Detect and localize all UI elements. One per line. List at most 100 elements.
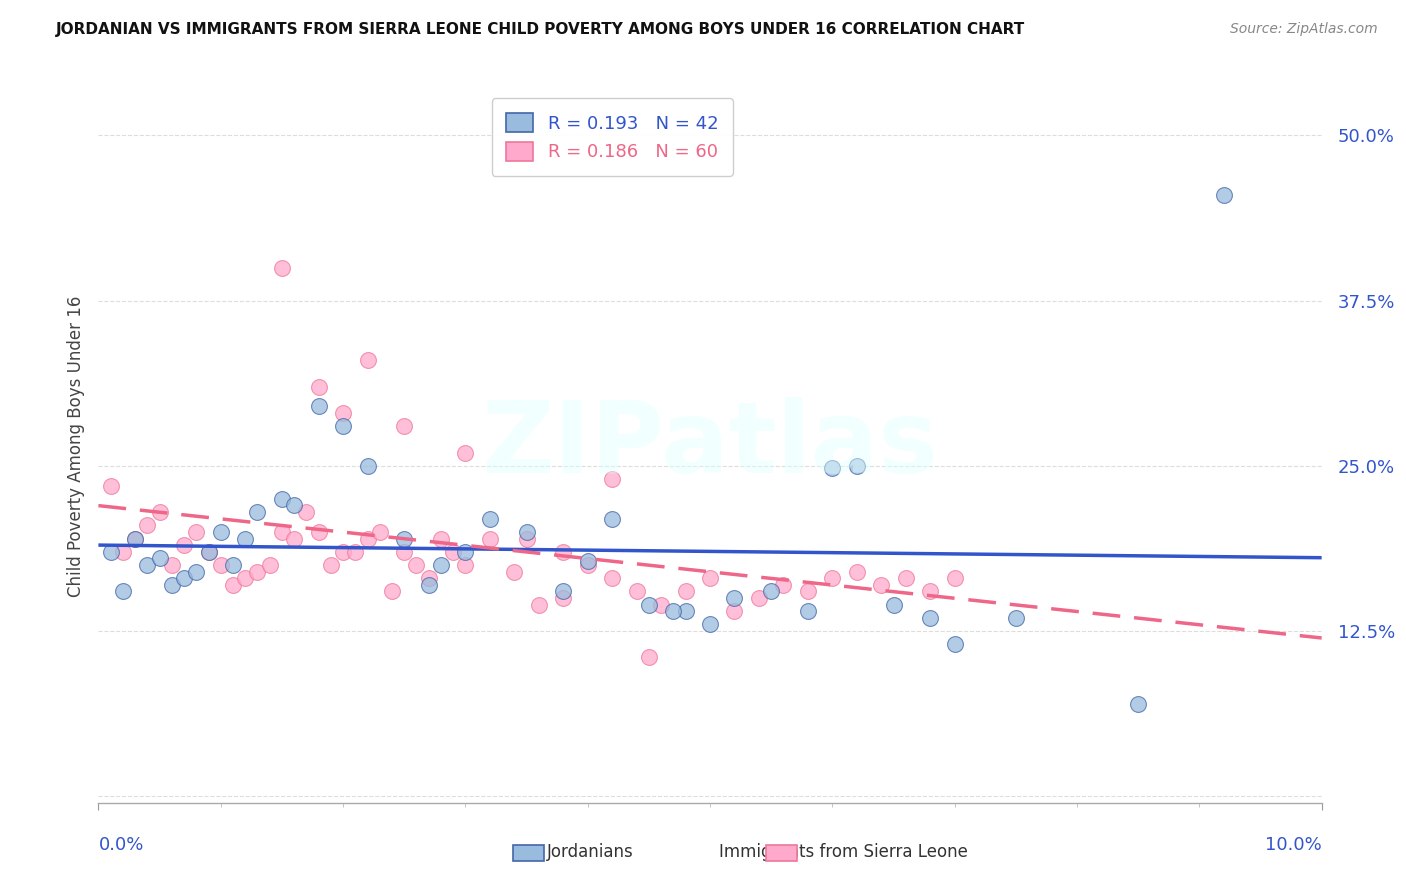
Point: [308, 524, 330, 539]
Point: [576, 558, 599, 572]
Point: [797, 604, 820, 618]
Point: [295, 505, 318, 519]
Point: [748, 591, 770, 605]
Point: [1212, 188, 1234, 202]
Point: [1128, 697, 1150, 711]
Point: [124, 532, 146, 546]
Point: [124, 532, 146, 546]
Point: [600, 511, 623, 525]
Point: [920, 611, 942, 625]
Point: [270, 260, 292, 275]
Point: [759, 584, 782, 599]
Point: [883, 598, 905, 612]
Point: [600, 571, 623, 585]
Point: [308, 400, 330, 414]
Point: [430, 532, 453, 546]
Point: [553, 591, 575, 605]
Point: [626, 584, 648, 599]
Point: [246, 565, 269, 579]
Point: [270, 524, 292, 539]
Text: Source: ZipAtlas.com: Source: ZipAtlas.com: [1230, 22, 1378, 37]
Point: [418, 571, 440, 585]
Point: [553, 584, 575, 599]
Point: [381, 584, 404, 599]
Point: [699, 571, 721, 585]
Point: [160, 578, 183, 592]
Point: [233, 571, 256, 585]
Point: [441, 545, 464, 559]
Point: [576, 554, 599, 568]
Point: [650, 598, 672, 612]
Point: [1004, 611, 1026, 625]
Text: ZIPatlas: ZIPatlas: [482, 398, 938, 494]
Point: [503, 565, 526, 579]
Point: [111, 545, 134, 559]
Y-axis label: Child Poverty Among Boys Under 16: Child Poverty Among Boys Under 16: [66, 295, 84, 597]
Point: [283, 499, 305, 513]
Point: [430, 558, 453, 572]
Point: [136, 518, 159, 533]
Point: [943, 571, 966, 585]
Point: [356, 353, 378, 368]
Point: [197, 545, 219, 559]
Point: [332, 545, 354, 559]
Point: [454, 545, 477, 559]
Point: [368, 524, 391, 539]
Point: [356, 532, 378, 546]
Point: [270, 491, 292, 506]
Text: JORDANIAN VS IMMIGRANTS FROM SIERRA LEONE CHILD POVERTY AMONG BOYS UNDER 16 CORR: JORDANIAN VS IMMIGRANTS FROM SIERRA LEON…: [56, 22, 1025, 37]
Text: 0.0%: 0.0%: [98, 836, 143, 854]
Point: [332, 406, 354, 420]
Point: [675, 604, 697, 618]
Point: [662, 604, 685, 618]
Point: [332, 419, 354, 434]
Point: [797, 584, 820, 599]
Point: [637, 598, 661, 612]
Point: [943, 637, 966, 651]
Point: [845, 458, 868, 473]
Point: [637, 650, 661, 665]
Point: [600, 472, 623, 486]
Point: [454, 558, 477, 572]
Point: [209, 558, 232, 572]
Point: [454, 445, 477, 459]
Text: Jordanians: Jordanians: [547, 843, 634, 861]
Point: [259, 558, 281, 572]
Point: [821, 461, 844, 475]
Point: [100, 545, 122, 559]
Point: [100, 478, 122, 492]
Point: [553, 545, 575, 559]
Point: [283, 532, 305, 546]
Point: [356, 458, 378, 473]
Legend: R = 0.193   N = 42, R = 0.186   N = 60: R = 0.193 N = 42, R = 0.186 N = 60: [492, 98, 733, 176]
Point: [675, 584, 697, 599]
Point: [222, 558, 245, 572]
Point: [516, 524, 538, 539]
Point: [405, 558, 427, 572]
Point: [516, 532, 538, 546]
Point: [392, 419, 416, 434]
Point: [870, 578, 893, 592]
Point: [478, 532, 501, 546]
Point: [222, 578, 245, 592]
Point: [233, 532, 256, 546]
Point: [527, 598, 550, 612]
Point: [149, 505, 172, 519]
Point: [160, 558, 183, 572]
Point: [478, 511, 501, 525]
Text: 10.0%: 10.0%: [1265, 836, 1322, 854]
Point: [111, 584, 134, 599]
Point: [149, 551, 172, 566]
Point: [821, 571, 844, 585]
Point: [392, 545, 416, 559]
Point: [920, 584, 942, 599]
Point: [197, 545, 219, 559]
Point: [319, 558, 342, 572]
Point: [186, 565, 208, 579]
Point: [418, 578, 440, 592]
Point: [723, 591, 745, 605]
Point: [308, 379, 330, 393]
Point: [209, 524, 232, 539]
Point: [772, 578, 794, 592]
Point: [186, 524, 208, 539]
